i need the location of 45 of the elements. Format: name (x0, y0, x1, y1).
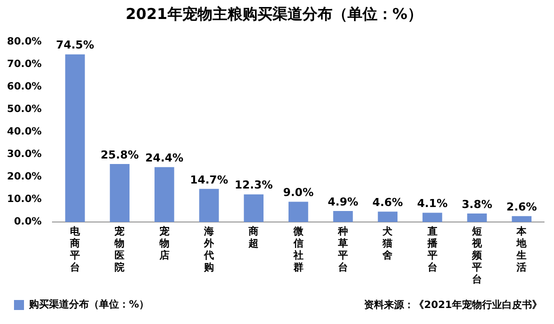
y-tick-label: 30.0% (6, 149, 42, 160)
y-tick-label: 10.0% (6, 194, 42, 206)
y-tick-label: 40.0% (6, 126, 42, 138)
data-label: 9.0% (283, 186, 314, 200)
x-tick-label: 电商平台 (69, 226, 82, 274)
y-tick-label: 80.0% (6, 36, 42, 48)
y-tick-label: 0.0% (14, 216, 42, 228)
bar (244, 194, 264, 222)
data-label: 4.9% (328, 195, 358, 208)
data-label: 74.5% (56, 38, 94, 52)
x-tick-label: 微信社群 (292, 226, 304, 274)
data-label: 24.4% (145, 151, 184, 164)
data-label: 12.3% (234, 178, 273, 192)
x-tick-label: 直播平台 (426, 226, 438, 274)
legend-label: 购买渠道分布（单位：%） (28, 298, 150, 311)
data-label: 4.6% (372, 196, 403, 210)
bar (65, 54, 85, 222)
x-tick-label: 宠物店 (158, 226, 170, 262)
x-tick-label: 宠物医院 (114, 226, 125, 274)
x-tick-label: 海外代购 (203, 226, 216, 274)
bar (110, 164, 130, 222)
text: 资料来源：《2021年宠物行业白皮书》 (364, 298, 542, 312)
chart-title: 2021年宠物主粮购买渠道分布（单位：%） (126, 4, 422, 23)
data-label: 2.6% (506, 200, 537, 214)
y-tick-label: 20.0% (6, 172, 42, 183)
bar (512, 216, 532, 222)
x-tick-label: 商超 (248, 226, 259, 250)
bar (422, 212, 442, 222)
y-tick-label: 50.0% (6, 104, 42, 116)
data-label: 14.7% (190, 173, 228, 186)
bar (154, 167, 174, 222)
data-label: 4.1% (417, 197, 448, 210)
x-tick-label: 短视频平台 (471, 226, 484, 286)
x-tick-label: 本地生活 (516, 226, 528, 274)
y-tick-label: 70.0% (6, 59, 42, 70)
y-tick-label: 60.0% (6, 82, 42, 93)
bar (199, 188, 219, 222)
bar (288, 202, 308, 222)
data-label: 3.8% (462, 198, 492, 211)
bar (378, 212, 398, 222)
bar (333, 210, 353, 222)
x-tick-label: 犬猫舍 (382, 226, 394, 262)
bar (467, 213, 487, 222)
x-tick-label: 种草平台 (337, 226, 348, 274)
data-label: 25.8% (100, 148, 139, 162)
